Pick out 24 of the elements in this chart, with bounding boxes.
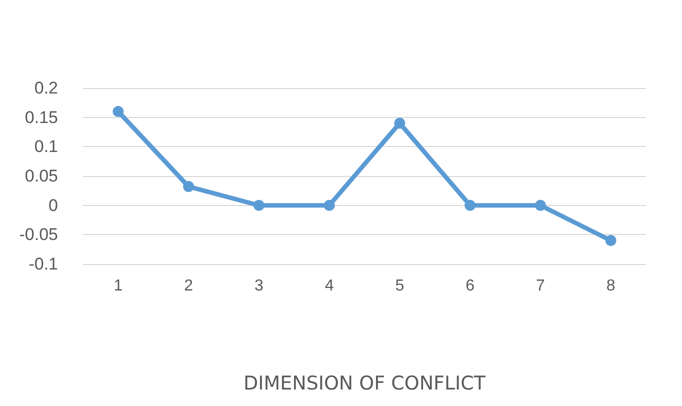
- x-tick-label: 8: [606, 278, 616, 294]
- x-axis-title: DIMENSION OF CONFLICT: [243, 372, 486, 394]
- x-tick-label: 6: [466, 278, 475, 294]
- point: [534, 200, 546, 211]
- point: [324, 200, 335, 211]
- point: [112, 106, 124, 117]
- y-tick-label: 0.1: [34, 137, 58, 156]
- point: [605, 235, 616, 246]
- point: [183, 181, 194, 192]
- x-tick-label: 5: [395, 278, 404, 294]
- y-tick-label: 0.05: [24, 166, 58, 186]
- x-tick-label: 7: [536, 278, 545, 294]
- x-tick-label: 2: [184, 278, 194, 294]
- x-tick-label: 3: [254, 278, 264, 294]
- x-tick-label: 4: [324, 278, 334, 294]
- y-tick-label: 0: [48, 196, 58, 215]
- y-tick-label: 0.2: [34, 78, 58, 98]
- point: [464, 200, 476, 211]
- y-tick-label: -0.1: [28, 254, 58, 274]
- x-tick-label: 1: [114, 278, 123, 294]
- point: [253, 200, 264, 211]
- y-tick-label: -0.05: [19, 225, 58, 244]
- y-tick-label: 0.15: [24, 108, 58, 127]
- point: [394, 118, 406, 129]
